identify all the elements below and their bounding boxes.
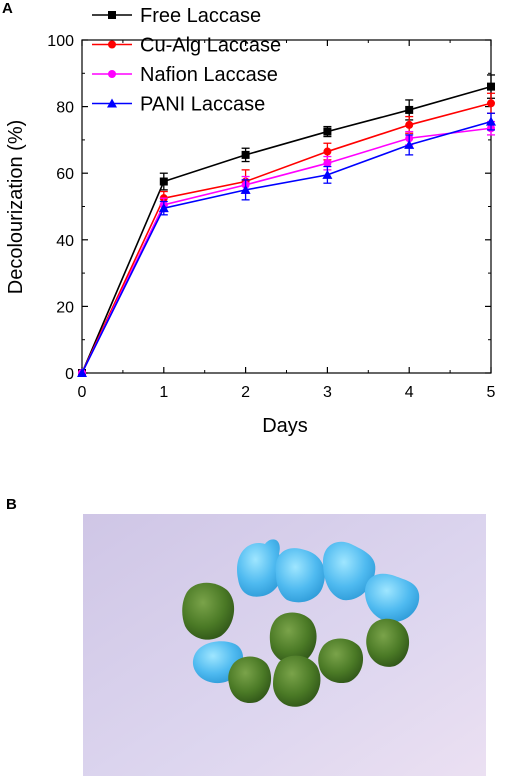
y-tick-label: 20	[56, 299, 74, 316]
y-tick-label: 0	[65, 366, 74, 383]
legend-marker	[108, 40, 116, 49]
green-bead	[318, 638, 364, 684]
data-point	[322, 169, 333, 179]
data-point	[487, 82, 495, 91]
panel-label-a: A	[2, 0, 13, 17]
x-tick-label: 2	[241, 384, 250, 401]
legend-label: Free Laccase	[140, 5, 261, 27]
data-point	[159, 177, 168, 186]
panel-label-b: B	[6, 496, 17, 513]
data-point	[158, 203, 169, 213]
data-point	[77, 368, 87, 377]
line-chart: 0 20 40 60 80 100 0 1 2 3 4 5 Free Laccase Cu-Alg La…	[5, 5, 496, 437]
x-axis-label: Days	[262, 415, 308, 437]
blue-bead	[237, 539, 283, 597]
data-point	[486, 116, 496, 126]
green-bead	[182, 582, 235, 640]
y-tick-label: 60	[56, 166, 74, 183]
data-point	[487, 99, 495, 108]
data-point	[323, 159, 332, 168]
legend-label: Nafion Laccase	[140, 64, 278, 86]
chart-series-layer	[77, 74, 496, 377]
chart-axes: 0 20 40 60 80 100 0 1 2 3 4 5	[47, 33, 495, 401]
data-point	[240, 184, 251, 194]
y-tick-label: 100	[47, 33, 74, 50]
y-tick-label: 40	[56, 233, 74, 250]
blue-bead	[365, 573, 420, 622]
x-tick-label: 4	[405, 384, 414, 401]
blue-beads	[192, 539, 420, 684]
series-line	[81, 102, 492, 374]
bead-photo	[83, 514, 486, 776]
plot-frame	[81, 39, 492, 374]
series-line	[81, 127, 492, 374]
green-bead	[366, 618, 410, 667]
series-3	[77, 112, 496, 377]
x-tick-label: 0	[78, 384, 87, 401]
data-point	[405, 105, 414, 114]
legend-marker	[108, 11, 116, 19]
green-beads	[182, 582, 410, 707]
legend-label: PANI Laccase	[140, 94, 265, 116]
data-point	[241, 150, 250, 159]
data-point	[323, 127, 332, 136]
x-tick-label: 1	[159, 384, 168, 401]
green-bead	[269, 612, 317, 665]
data-point	[405, 120, 414, 129]
green-bead	[228, 656, 272, 704]
green-bead	[273, 655, 321, 707]
x-tick-label: 3	[323, 384, 332, 401]
series-line	[81, 120, 492, 374]
data-point	[404, 139, 415, 149]
x-tick-label: 5	[487, 384, 496, 401]
data-point	[323, 147, 332, 156]
legend-marker	[108, 70, 116, 78]
legend-label: Cu-Alg Laccase	[140, 35, 281, 57]
series-line	[81, 85, 492, 374]
chart-legend: Free Laccase Cu-Alg Laccase Nafion Laccase…	[92, 5, 281, 116]
legend-marker	[107, 98, 117, 108]
blue-bead	[275, 548, 325, 603]
blue-bead	[323, 541, 376, 601]
series-0	[78, 74, 495, 377]
y-axis-label: Decolourization (%)	[5, 120, 27, 295]
y-tick-label: 80	[56, 100, 74, 117]
